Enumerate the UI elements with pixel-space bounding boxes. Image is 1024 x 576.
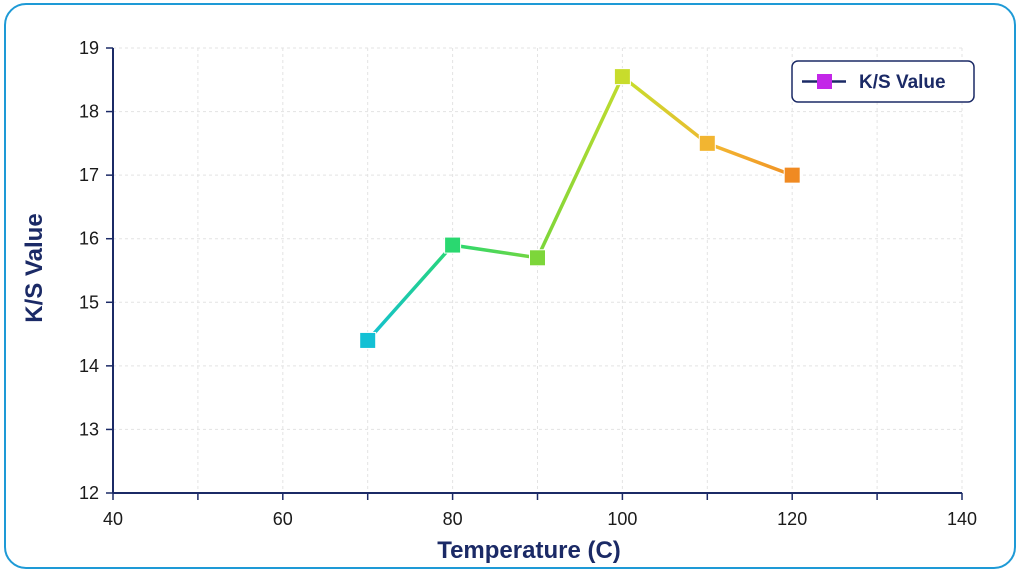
data-point bbox=[613, 68, 631, 86]
data-point bbox=[359, 331, 377, 349]
x-tick-label: 40 bbox=[103, 509, 123, 529]
y-tick-label: 15 bbox=[79, 292, 99, 312]
x-tick-label: 80 bbox=[443, 509, 463, 529]
y-axis-ticks: 12 13 14 15 16 17 18 19 bbox=[79, 38, 113, 503]
grid-lines bbox=[113, 47, 963, 493]
x-tick-label: 60 bbox=[273, 509, 293, 529]
y-tick-label: 13 bbox=[79, 419, 99, 439]
y-axis-title: K/S Value bbox=[21, 213, 48, 322]
data-point bbox=[444, 236, 462, 254]
y-tick-label: 12 bbox=[79, 483, 99, 503]
legend-marker bbox=[817, 74, 832, 89]
y-tick-label: 19 bbox=[79, 38, 99, 58]
data-point bbox=[783, 166, 801, 184]
x-axis-ticks: 40 60 80 100 120 140 bbox=[103, 493, 977, 529]
y-tick-label: 14 bbox=[79, 356, 99, 376]
legend-label: K/S Value bbox=[859, 72, 946, 93]
y-tick-label: 18 bbox=[79, 102, 99, 122]
data-point bbox=[698, 134, 716, 152]
x-tick-label: 140 bbox=[947, 509, 977, 529]
series-k-s-value bbox=[359, 68, 801, 349]
legend-box bbox=[791, 60, 975, 103]
x-tick-label: 120 bbox=[777, 509, 807, 529]
data-point bbox=[529, 249, 546, 267]
legend: K/S Value bbox=[791, 60, 975, 103]
x-tick-label: 100 bbox=[607, 509, 637, 529]
series-line bbox=[365, 74, 794, 343]
y-tick-label: 17 bbox=[79, 165, 99, 185]
y-tick-label: 16 bbox=[79, 229, 99, 249]
x-axis-title: Temperature (C) bbox=[437, 537, 621, 564]
